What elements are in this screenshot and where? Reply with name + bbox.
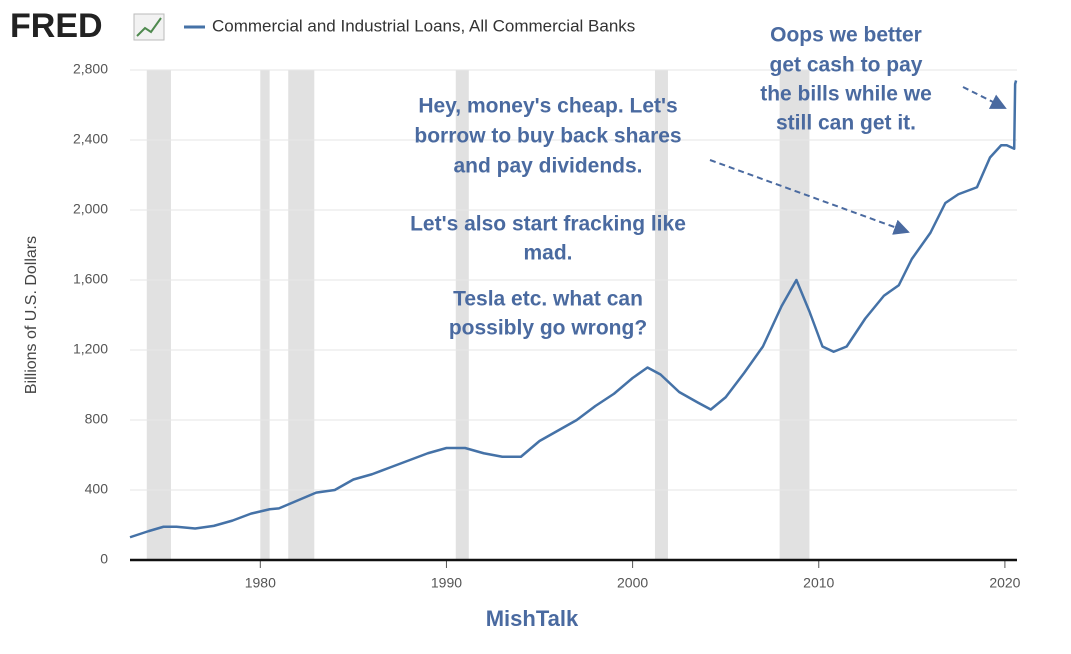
- y-tick-label: 2,800: [73, 61, 108, 77]
- series-line: [129, 80, 1018, 539]
- annotation: possibly go wrong?: [449, 317, 647, 340]
- arrow: [709, 159, 910, 235]
- y-tick-label: 400: [85, 481, 109, 497]
- x-tick-label: 1980: [245, 575, 276, 591]
- x-tick-label: 1990: [431, 575, 462, 591]
- annotation: Let's also start fracking like: [410, 213, 686, 236]
- arrow: [962, 86, 1007, 109]
- recession-band: [260, 70, 270, 560]
- recession-band: [455, 70, 469, 560]
- annotation: get cash to pay: [770, 54, 923, 77]
- annotation: Tesla etc. what can: [453, 288, 643, 311]
- legend-label: Commercial and Industrial Loans, All Com…: [212, 16, 635, 35]
- y-tick-label: 2,000: [73, 201, 108, 217]
- annotation: the bills while we: [760, 83, 932, 106]
- annotation: and pay dividends.: [453, 155, 642, 178]
- annotation: Oops we better: [770, 24, 922, 47]
- annotation: Hey, money's cheap. Let's: [418, 95, 677, 118]
- x-tick-label: 2010: [803, 575, 834, 591]
- logo: FRED: [10, 7, 103, 45]
- recession-band: [654, 70, 668, 560]
- source: MishTalk: [486, 606, 579, 631]
- y-axis-label: Billions of U.S. Dollars: [23, 236, 40, 394]
- recession-band: [288, 70, 315, 560]
- y-tick-label: 2,400: [73, 131, 108, 147]
- annotation: still can get it.: [776, 112, 916, 135]
- annotation: borrow to buy back shares: [414, 125, 681, 148]
- y-tick-label: 800: [85, 411, 109, 427]
- recession-band: [779, 70, 810, 560]
- x-tick-label: 2000: [617, 575, 648, 591]
- logo-icon: [133, 13, 165, 41]
- y-tick-label: 1,600: [73, 271, 108, 287]
- annotation: mad.: [523, 242, 572, 265]
- recession-band: [146, 70, 171, 560]
- y-tick-label: 1,200: [73, 341, 108, 357]
- y-tick-label: 0: [100, 551, 108, 567]
- x-tick-label: 2020: [989, 575, 1020, 591]
